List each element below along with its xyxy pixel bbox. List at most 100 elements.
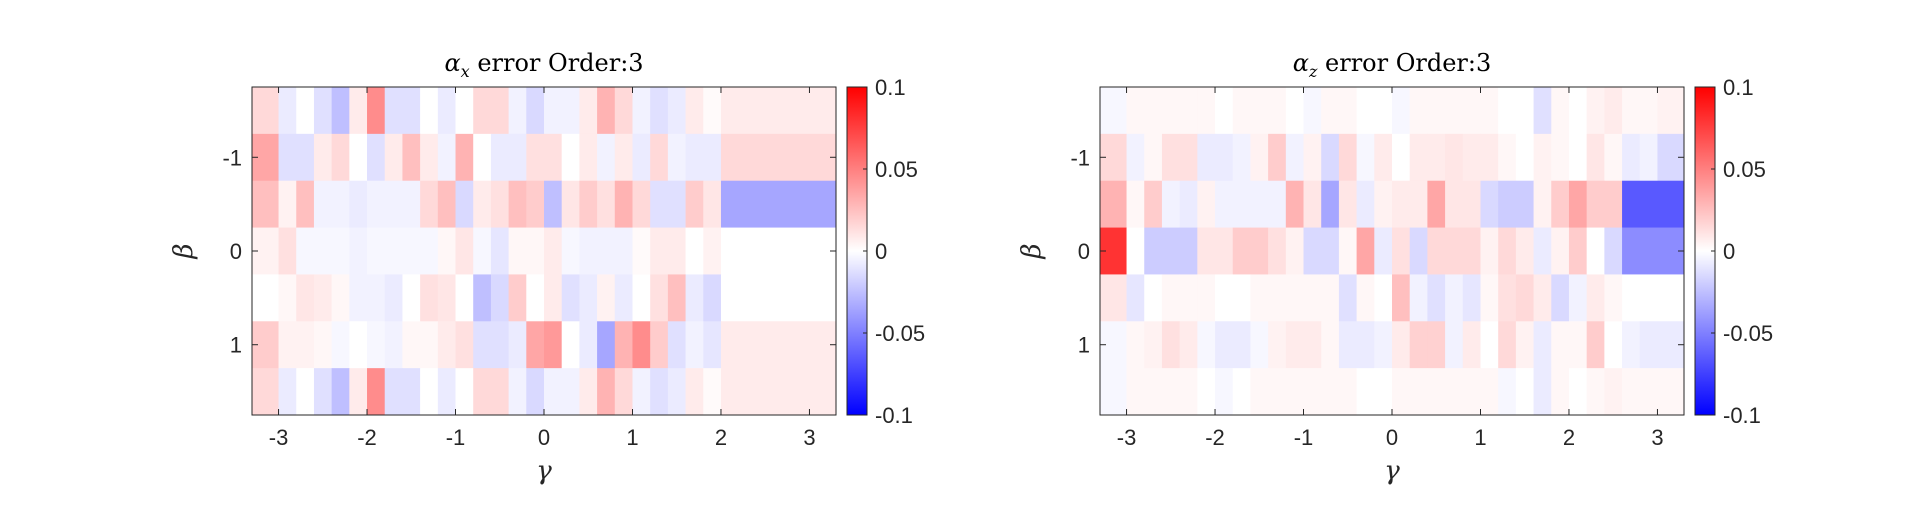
heatmap-cell bbox=[1639, 87, 1658, 135]
heatmap-cell bbox=[1604, 180, 1623, 228]
heatmap-cell bbox=[1462, 321, 1481, 369]
heatmap-cell bbox=[402, 368, 421, 416]
x-tick-label: 3 bbox=[1651, 425, 1663, 450]
heatmap-cell bbox=[703, 133, 722, 182]
heatmap-cell bbox=[1568, 368, 1588, 416]
heatmap-cell bbox=[1232, 133, 1251, 182]
heatmap-cell bbox=[1374, 368, 1393, 416]
heatmap-cell bbox=[614, 87, 633, 135]
heatmap-cell bbox=[1515, 321, 1534, 369]
heatmap-cell bbox=[1462, 180, 1481, 228]
heatmap-cell bbox=[1303, 274, 1322, 322]
heatmap-cell bbox=[437, 133, 456, 182]
heatmap-cell bbox=[685, 274, 704, 322]
heatmap-cell bbox=[1445, 87, 1464, 135]
heatmap-cell bbox=[1604, 274, 1623, 322]
heatmap-cell bbox=[1586, 274, 1605, 322]
heatmap-cell bbox=[597, 133, 616, 182]
heatmap-cell bbox=[1639, 368, 1658, 416]
heatmap-cell bbox=[1232, 227, 1251, 275]
heatmap-cell bbox=[437, 274, 456, 322]
heatmap-cell bbox=[1498, 274, 1517, 322]
heatmap-cell bbox=[331, 133, 350, 182]
heatmap-cell bbox=[1427, 274, 1446, 322]
heatmap-cell bbox=[1268, 321, 1287, 369]
heatmap-cell bbox=[420, 274, 439, 322]
heatmap-cell bbox=[1179, 87, 1198, 135]
heatmap-cell bbox=[455, 227, 474, 275]
heatmap-cell bbox=[402, 133, 421, 182]
heatmap-cell bbox=[1568, 87, 1588, 135]
heatmap-cell bbox=[1250, 368, 1269, 416]
heatmap-cell bbox=[1285, 321, 1304, 369]
heatmap-cell bbox=[278, 227, 297, 275]
x-tick-label: 1 bbox=[1474, 425, 1486, 450]
heatmap-cell bbox=[632, 87, 651, 135]
colorbar-tick-label: -0.05 bbox=[875, 321, 925, 346]
heatmap-cell bbox=[1356, 368, 1375, 416]
x-tick-label: -1 bbox=[446, 425, 466, 450]
y-tick-label: 1 bbox=[230, 333, 242, 358]
heatmap-cell bbox=[1144, 227, 1163, 275]
heatmap-cell bbox=[1392, 180, 1411, 228]
heatmap-cell bbox=[1338, 87, 1358, 135]
heatmap-cell bbox=[1179, 321, 1198, 369]
heatmap-cell bbox=[579, 321, 598, 369]
heatmap-cell bbox=[455, 180, 474, 228]
heatmap-cell bbox=[473, 274, 492, 322]
heatmap-cell bbox=[1338, 368, 1358, 416]
title-symbol: α bbox=[1293, 49, 1309, 77]
heatmap-cell bbox=[703, 87, 722, 135]
heatmap-cell bbox=[402, 227, 421, 275]
heatmap-cell bbox=[1197, 227, 1216, 275]
heatmap-cell bbox=[1568, 321, 1588, 369]
heatmap-cell bbox=[1356, 321, 1375, 369]
heatmap-cell bbox=[703, 227, 722, 275]
heatmap-cell bbox=[561, 274, 580, 322]
heatmap-cell bbox=[1268, 274, 1287, 322]
heatmap-cell bbox=[1480, 87, 1499, 135]
heatmap-cell bbox=[703, 368, 722, 416]
heatmap-cell bbox=[720, 180, 837, 228]
heatmap-cell bbox=[544, 227, 563, 275]
heatmap-cell bbox=[252, 368, 279, 416]
heatmap-cell bbox=[1533, 274, 1552, 322]
heatmap-cell bbox=[1144, 180, 1163, 228]
heatmap-cell bbox=[349, 133, 368, 182]
heatmap-cell bbox=[331, 368, 350, 416]
heatmap-cell bbox=[508, 87, 527, 135]
x-tick-label: -1 bbox=[1294, 425, 1314, 450]
heatmap-cell bbox=[1100, 368, 1127, 416]
heatmap-cell bbox=[1161, 321, 1181, 369]
heatmap-cell bbox=[1498, 180, 1517, 228]
heatmap-cell bbox=[1250, 87, 1269, 135]
heatmap-cell bbox=[526, 227, 545, 275]
heatmap-cell bbox=[1622, 133, 1641, 182]
heatmap-cell bbox=[296, 87, 315, 135]
x-axis-label: γ bbox=[536, 456, 552, 486]
heatmap-cell bbox=[1215, 368, 1234, 416]
heatmap-cell bbox=[561, 368, 580, 416]
heatmap-cell bbox=[526, 274, 545, 322]
heatmap-cell bbox=[1586, 368, 1605, 416]
heatmap-cell bbox=[720, 227, 837, 275]
heatmap-cell bbox=[1622, 180, 1685, 228]
heatmap-cell bbox=[1197, 87, 1216, 135]
heatmap-cells bbox=[1100, 87, 1685, 416]
colorbar-tick-label: -0.1 bbox=[875, 403, 913, 428]
heatmap-cell bbox=[313, 180, 333, 228]
heatmap-cell bbox=[1462, 133, 1481, 182]
heatmap-cell bbox=[720, 274, 837, 322]
heatmap-cell bbox=[1551, 227, 1570, 275]
heatmap-cell bbox=[278, 368, 297, 416]
heatmap-cell bbox=[667, 368, 686, 416]
heatmap-cell bbox=[1374, 180, 1393, 228]
heatmap-cell bbox=[508, 321, 527, 369]
heatmap-cell bbox=[367, 87, 386, 135]
heatmap-cell bbox=[579, 180, 598, 228]
heatmap-cell bbox=[490, 321, 510, 369]
heatmap-cell bbox=[650, 133, 669, 182]
heatmap-cell bbox=[313, 87, 333, 135]
heatmap-cell bbox=[252, 180, 279, 228]
